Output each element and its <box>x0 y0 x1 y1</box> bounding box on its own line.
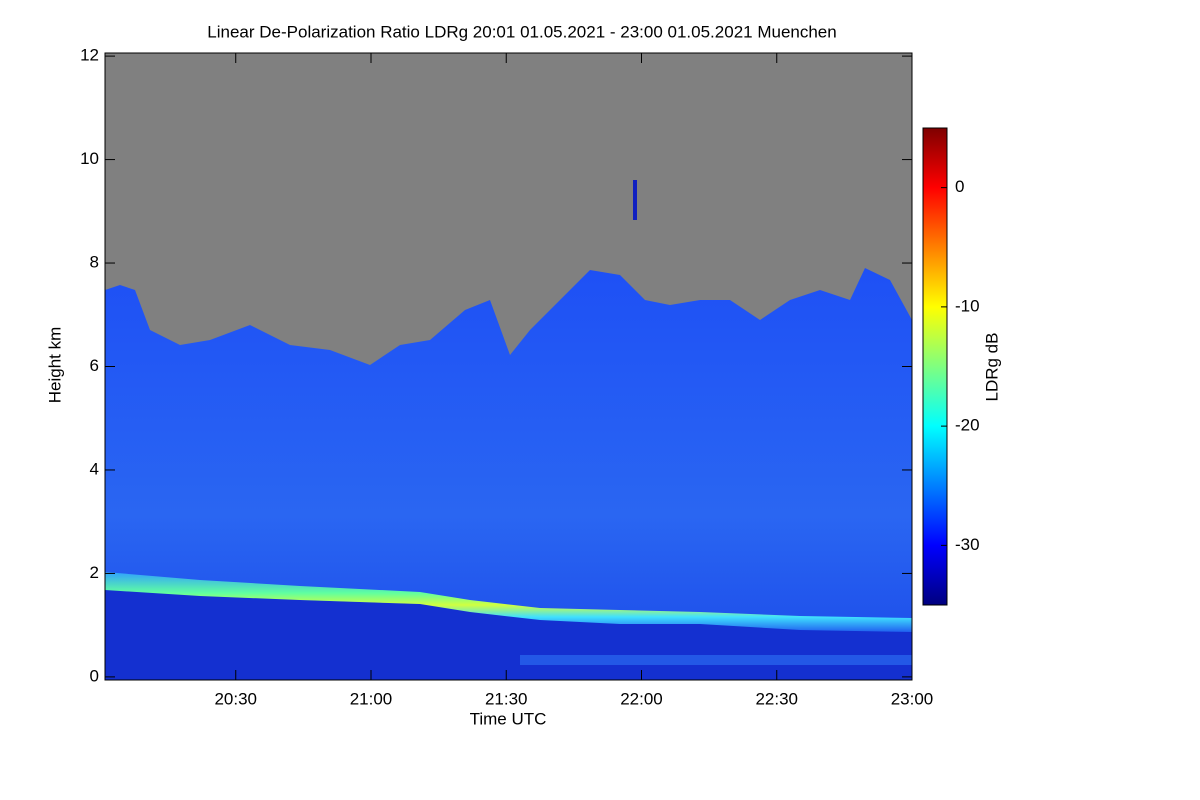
boundary-layer <box>105 572 912 632</box>
x-tick-label: 22:00 <box>620 689 663 708</box>
y-tick-label: 4 <box>90 459 99 478</box>
colorbar-label: LDRg dB <box>982 333 1001 402</box>
y-tick-label: 2 <box>90 563 99 582</box>
x-tick-label: 21:30 <box>485 689 528 708</box>
y-tick-label: 12 <box>80 46 99 65</box>
cloud-field <box>105 268 912 680</box>
y-tick-label: 8 <box>90 253 99 272</box>
colorbar <box>922 127 948 606</box>
x-tick-label: 23:00 <box>891 689 934 708</box>
cloud-speck <box>633 180 637 220</box>
chart-title: Linear De-Polarization Ratio LDRg 20:01 … <box>207 22 836 41</box>
x-tick-label: 20:30 <box>214 689 257 708</box>
colorbar-tick-label: -20 <box>955 416 980 435</box>
y-tick-label: 6 <box>90 356 99 375</box>
colorbar-tick-label: -30 <box>955 535 980 554</box>
heatmap <box>105 53 912 680</box>
y-axis-label: Height km <box>45 327 64 404</box>
x-tick-label: 22:30 <box>755 689 798 708</box>
ground-layer <box>520 655 912 665</box>
colorbar-tick-label: -10 <box>955 296 980 315</box>
y-tick-label: 0 <box>90 666 99 685</box>
colorbar-tick-label: 0 <box>955 177 964 196</box>
x-tick-label: 21:00 <box>350 689 393 708</box>
x-axis-label: Time UTC <box>470 709 547 728</box>
y-tick-label: 10 <box>80 149 99 168</box>
